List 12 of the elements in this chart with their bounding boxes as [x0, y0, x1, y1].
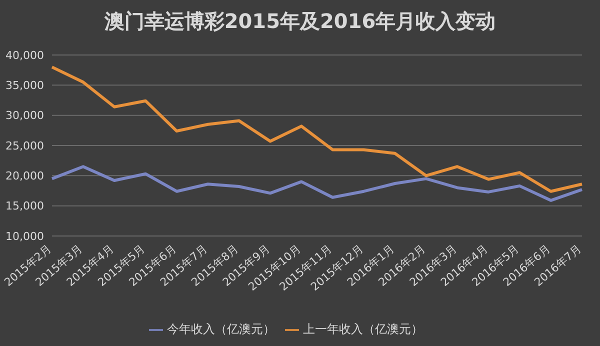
y-tick-label: 10,000: [6, 230, 44, 243]
line-series: [50, 66, 584, 193]
legend-label: 上一年收入（亿澳元）: [303, 322, 423, 336]
line-series: [50, 165, 584, 202]
legend-label: 今年收入（亿澳元）: [167, 322, 275, 336]
chart-title: 澳门幸运博彩2015年及2016年月收入变动: [103, 8, 497, 35]
y-tick-label: 40,000: [6, 48, 44, 62]
y-tick-label: 20,000: [6, 170, 44, 183]
y-tick-label: 35,000: [6, 79, 44, 92]
y-tick-label: 15,000: [6, 200, 44, 213]
y-tick-label: 30,000: [6, 109, 44, 122]
y-tick-label: 25,000: [6, 139, 44, 152]
